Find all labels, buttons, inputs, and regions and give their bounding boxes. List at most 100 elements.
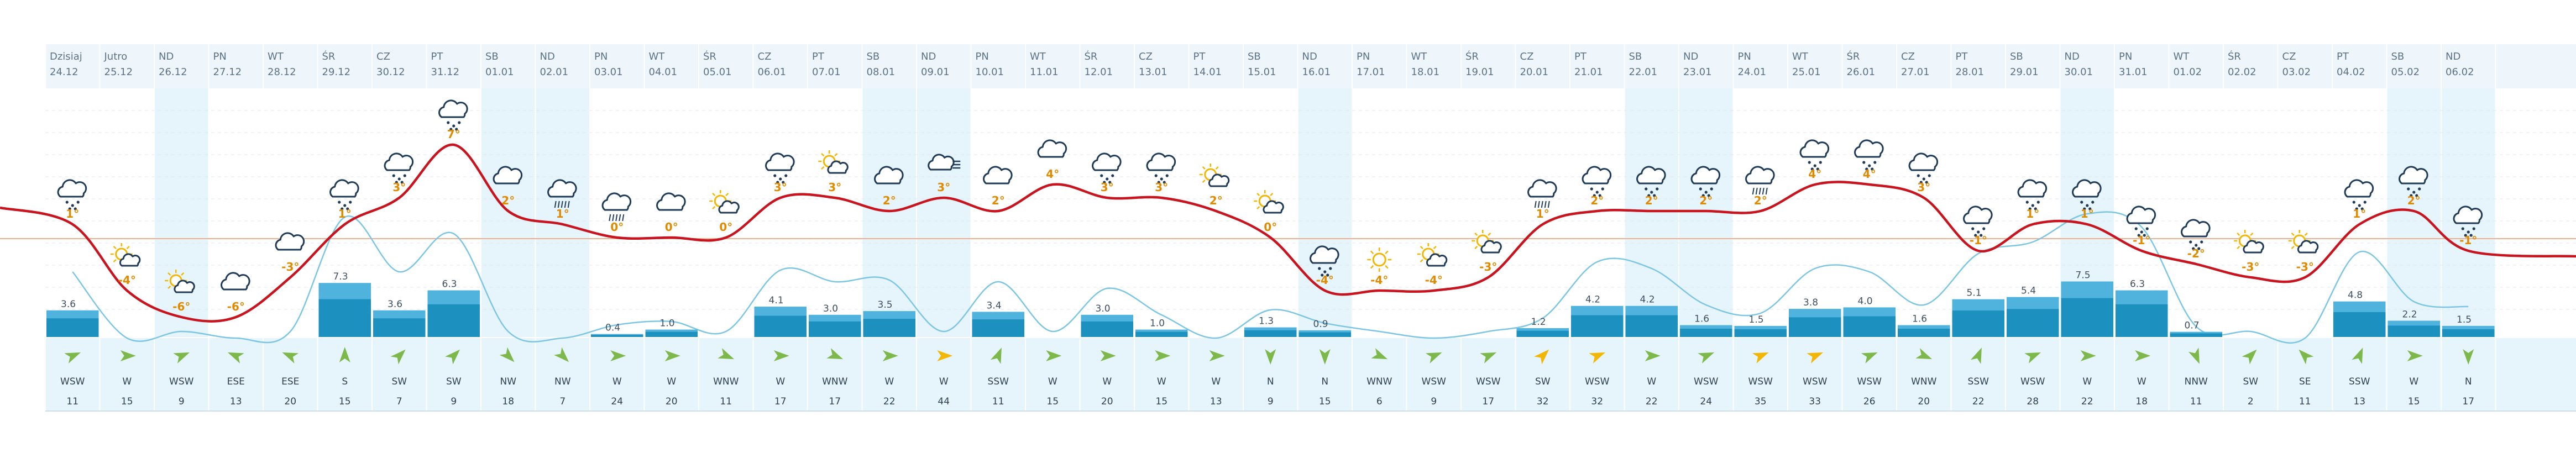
header-day-label: ND	[2446, 51, 2460, 62]
wind-arrow-icon	[1970, 347, 1982, 364]
header-day-label: PT	[431, 51, 444, 62]
header-day-label: CZ	[1901, 51, 1915, 62]
wind-speed-label: 13	[1210, 396, 1222, 407]
temperature-label: 0°	[1264, 220, 1277, 234]
header-day-label: PT	[1956, 51, 1968, 62]
header-date-label: 25.12	[104, 66, 133, 78]
temperature-label: -3°	[1479, 260, 1497, 273]
header-day-label: ŚR	[703, 50, 716, 62]
header-day-label: PT	[1574, 51, 1587, 62]
header-date-label: 27.01	[1901, 66, 1930, 78]
header-date-label: 09.01	[921, 66, 950, 78]
temperature-label: -4°	[1316, 273, 1334, 287]
wind-arrow-icon	[990, 347, 1002, 364]
wind-direction-label: NNW	[2185, 376, 2208, 387]
precipitation-bar-heavy	[2116, 304, 2168, 337]
header-day-label: PN	[1738, 51, 1751, 62]
wind-speed-label: 22	[2081, 396, 2093, 407]
cloud-icon	[983, 166, 1013, 185]
header-date-label: 03.02	[2282, 66, 2311, 78]
header-date-label: 01.01	[485, 66, 514, 78]
header-day-label: PN	[594, 51, 608, 62]
precipitation-value-label: 1.6	[1694, 314, 1709, 325]
temperature-label: 2°	[1590, 194, 1604, 207]
wind-arrow-icon	[2135, 350, 2151, 361]
snow-cloud-icon	[2017, 179, 2048, 210]
header-date-label: 20.01	[1520, 66, 1549, 78]
temperature-label: 3°	[1917, 181, 1930, 194]
wind-speed-label: 20	[1918, 396, 1930, 407]
wind-direction-label: SW	[391, 376, 407, 387]
temperature-label: 2°	[1645, 194, 1658, 207]
sun-cloud-icon	[1417, 243, 1448, 267]
wind-arrow-icon	[1480, 352, 1497, 364]
header-day-label: PT	[812, 51, 825, 62]
header-day-label: ND	[2065, 51, 2080, 62]
header-day-label: WT	[268, 51, 284, 62]
header-day-label: ŚR	[322, 50, 336, 62]
wind-direction-label: WSW	[169, 376, 194, 387]
snow-cloud-icon	[1582, 166, 1612, 197]
temperature-label: 1°	[338, 207, 352, 220]
wind-speed-label: 18	[502, 396, 514, 407]
wind-speed-label: 9	[179, 396, 185, 407]
wind-direction-label: S	[342, 376, 348, 387]
temperature-label: 1°	[2353, 207, 2366, 220]
header-date-label: 24.01	[1738, 66, 1767, 78]
wind-direction-label: WSW	[2020, 376, 2045, 387]
header-day-label: WT	[1792, 51, 1809, 62]
temperature-label: 7°	[447, 128, 460, 141]
wind-direction-label: W	[2409, 376, 2418, 387]
wind-direction-label: NW	[500, 376, 516, 387]
wind-speed-label: 2	[2248, 396, 2254, 407]
precipitation-value-label: 0.4	[605, 323, 620, 334]
wind-arrow-icon	[664, 350, 680, 361]
precipitation-bar-heavy	[1843, 316, 1896, 337]
precipitation-bar-heavy	[972, 319, 1024, 337]
snow-cloud-icon	[438, 99, 468, 131]
wind-speed-label: 20	[666, 396, 678, 407]
snow-cloud-icon	[2344, 179, 2374, 210]
temperature-label: 2°	[1699, 194, 1713, 207]
header-day-label: ŚR	[1465, 50, 1479, 62]
wind-speed-label: 22	[1646, 396, 1658, 407]
precipitation-bar-heavy	[1680, 328, 1732, 337]
wind-arrow-icon	[718, 348, 735, 360]
header-date-label: 26.01	[1847, 66, 1876, 78]
precipitation-bar-heavy	[46, 318, 99, 337]
wind-speed-label: 15	[1046, 396, 1059, 407]
header-date-label: 29.12	[322, 66, 351, 78]
header-date-label: 04.02	[2337, 66, 2365, 78]
precipitation-bar-heavy	[1081, 321, 1133, 337]
temperature-label: -3°	[2242, 260, 2259, 273]
header-date-label: 26.12	[159, 66, 187, 78]
header-date-label: 31.01	[2119, 66, 2148, 78]
wind-direction-label: W	[2137, 376, 2146, 387]
cloud-icon	[221, 272, 250, 291]
wind-speed-label: 15	[1155, 396, 1167, 407]
header-day-label: PN	[213, 51, 227, 62]
wind-speed-label: 11	[2190, 396, 2202, 407]
wind-arrow-icon	[1698, 352, 1715, 364]
header-date-label: 01.02	[2174, 66, 2202, 78]
wind-direction-label: W	[1157, 376, 1166, 387]
wind-direction-label: WNW	[713, 376, 739, 387]
weekend-column	[2386, 88, 2441, 337]
temperature-label: -4°	[118, 273, 136, 287]
wind-direction-label: WNW	[1366, 376, 1392, 387]
wind-speed-label: 11	[2299, 396, 2311, 407]
header-day-label: PN	[976, 51, 989, 62]
wind-speed-label: 9	[451, 396, 457, 407]
wind-speed-label: 7	[396, 396, 402, 407]
precipitation-bar-heavy	[1625, 315, 1678, 337]
wind-arrow-icon	[282, 352, 299, 364]
wind-arrow-icon	[610, 350, 626, 361]
header-date-label: 27.12	[213, 66, 242, 78]
weekend-column	[862, 88, 917, 337]
wind-direction-label: W	[1647, 376, 1656, 387]
wind-arrow-icon	[826, 348, 844, 360]
wind-speed-label: 35	[1755, 396, 1767, 407]
header-date-label: 18.01	[1411, 66, 1440, 78]
precipitation-bar-heavy	[2061, 298, 2113, 337]
